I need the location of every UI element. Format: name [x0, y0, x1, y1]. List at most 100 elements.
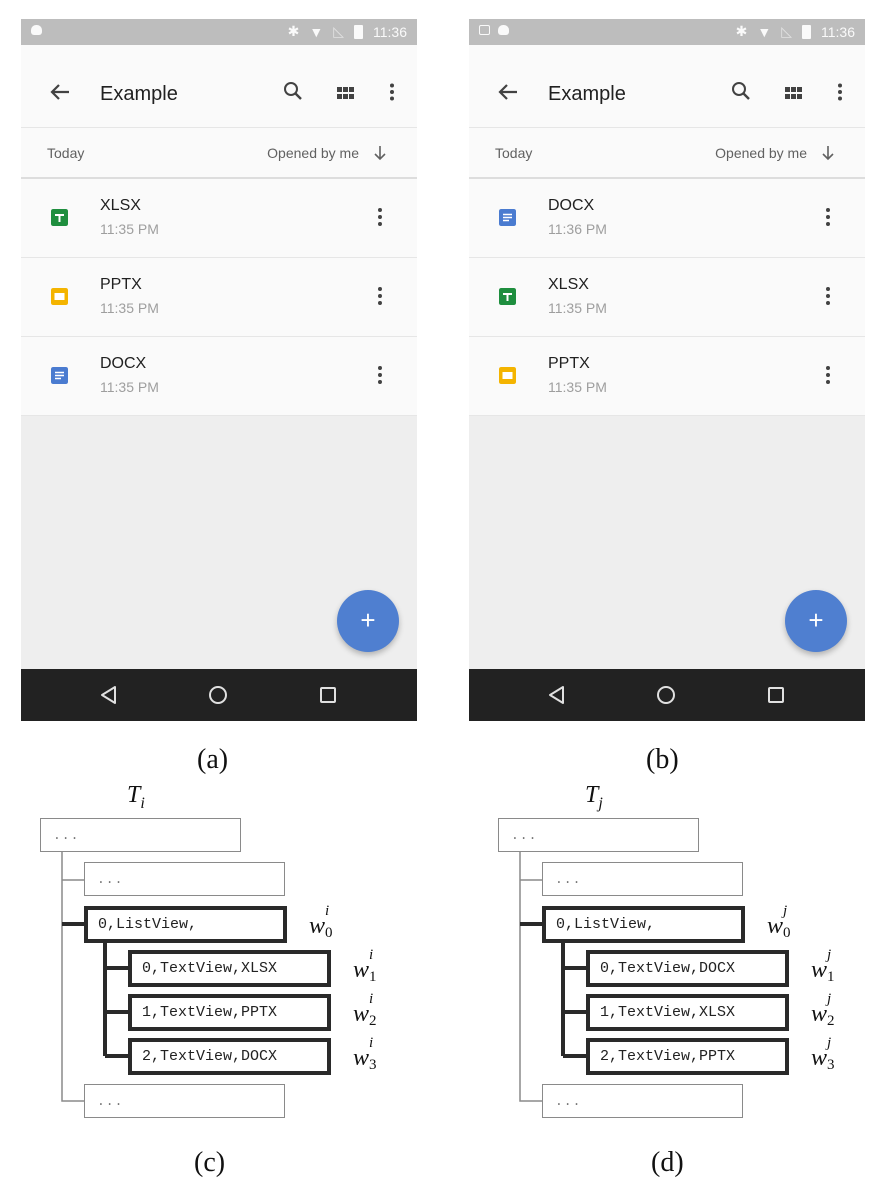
page-title: Example [100, 83, 178, 105]
list-item[interactable]: XLSX 11:35 PM [469, 258, 865, 337]
slides-file-icon [51, 288, 68, 305]
signal-icon: ◺ [333, 23, 344, 39]
sort-order-button[interactable]: Opened by me [267, 145, 359, 161]
file-name: XLSX [100, 197, 141, 214]
status-bar: ✱ ▼ ◺ 11:36 [469, 19, 865, 45]
app-bar: Example [469, 45, 865, 127]
tree-node-sibling: ... [84, 1084, 285, 1118]
row-more-icon[interactable] [377, 207, 383, 227]
file-time: 11:35 PM [100, 379, 159, 395]
file-time: 11:36 PM [548, 221, 607, 237]
sort-order-button[interactable]: Opened by me [715, 145, 807, 161]
tree-node-root: ... [498, 818, 699, 852]
nav-bar [469, 669, 865, 721]
android-notification-icon [31, 25, 42, 35]
tree-node-textview: 0,TextView,XLSX [128, 950, 331, 987]
tree-node-textview: 2,TextView,PPTX [586, 1038, 789, 1075]
phone-screenshot-b: ✱ ▼ ◺ 11:36 Example Today Opened by me D… [469, 19, 865, 721]
tree-node-sibling: ... [84, 862, 285, 896]
search-icon[interactable] [731, 81, 751, 101]
file-name: DOCX [548, 197, 595, 214]
row-more-icon[interactable] [377, 286, 383, 306]
file-time: 11:35 PM [100, 300, 159, 316]
file-name: PPTX [100, 276, 142, 293]
nav-home-icon[interactable] [208, 685, 228, 705]
signal-icon: ◺ [781, 23, 792, 39]
file-time: 11:35 PM [548, 300, 607, 316]
back-arrow-icon[interactable] [49, 81, 71, 103]
more-options-icon[interactable] [837, 83, 843, 101]
add-fab-button[interactable]: + [785, 590, 847, 652]
battery-icon [354, 24, 363, 39]
search-icon[interactable] [283, 81, 303, 101]
row-more-icon[interactable] [825, 207, 831, 227]
file-name: XLSX [548, 276, 589, 293]
status-time: 11:36 [373, 23, 407, 40]
section-label: Today [495, 145, 533, 161]
tree-node-listview: 0,ListView, [84, 906, 287, 943]
file-name: DOCX [100, 355, 147, 372]
caption-b: (b) [646, 744, 679, 775]
page-title: Example [548, 83, 626, 105]
phone-screenshot-a: ✱ ▼ ◺ 11:36 Example Today Opened by me X… [21, 19, 417, 721]
list-item[interactable]: PPTX 11:35 PM [469, 337, 865, 416]
more-options-icon[interactable] [389, 83, 395, 101]
slides-file-icon [499, 367, 516, 384]
nav-back-icon[interactable] [99, 685, 119, 705]
tree-title-c: Ti [127, 782, 145, 812]
battery-icon [802, 24, 811, 39]
row-more-icon[interactable] [825, 286, 831, 306]
nav-recents-icon[interactable] [319, 686, 337, 704]
sort-bar: Today Opened by me [469, 127, 865, 179]
nav-home-icon[interactable] [656, 685, 676, 705]
list-item[interactable]: PPTX 11:35 PM [21, 258, 417, 337]
tree-node-textview: 1,TextView,PPTX [128, 994, 331, 1031]
bluetooth-icon: ✱ [735, 23, 748, 39]
docs-file-icon [499, 209, 516, 226]
caption-c: (c) [194, 1147, 226, 1178]
app-bar: Example [21, 45, 417, 127]
nav-back-icon[interactable] [547, 685, 567, 705]
list-item[interactable]: XLSX 11:35 PM [21, 179, 417, 258]
tree-node-sibling: ... [542, 862, 743, 896]
tree-node-root: ... [40, 818, 241, 852]
caption-d: (d) [651, 1147, 684, 1178]
tree-node-sibling: ... [542, 1084, 743, 1118]
bluetooth-icon: ✱ [287, 23, 300, 39]
sort-arrow-icon[interactable] [821, 145, 835, 161]
sort-arrow-icon[interactable] [373, 145, 387, 161]
status-bar: ✱ ▼ ◺ 11:36 [21, 19, 417, 45]
wifi-icon: ▼ [309, 23, 324, 40]
row-more-icon[interactable] [377, 365, 383, 385]
status-time: 11:36 [821, 23, 855, 40]
grid-view-icon[interactable] [785, 87, 802, 99]
add-fab-button[interactable]: + [337, 590, 399, 652]
tree-node-textview: 2,TextView,DOCX [128, 1038, 331, 1075]
nav-recents-icon[interactable] [767, 686, 785, 704]
file-name: PPTX [548, 355, 590, 372]
back-arrow-icon[interactable] [497, 81, 519, 103]
grid-view-icon[interactable] [337, 87, 354, 99]
file-time: 11:35 PM [548, 379, 607, 395]
list-item[interactable]: DOCX 11:35 PM [21, 337, 417, 416]
section-label: Today [47, 145, 85, 161]
caption-a: (a) [197, 744, 229, 775]
file-time: 11:35 PM [100, 221, 159, 237]
tree-node-listview: 0,ListView, [542, 906, 745, 943]
row-more-icon[interactable] [825, 365, 831, 385]
wifi-icon: ▼ [757, 23, 772, 40]
list-item[interactable]: DOCX 11:36 PM [469, 179, 865, 258]
tree-node-textview: 1,TextView,XLSX [586, 994, 789, 1031]
docs-file-icon [51, 367, 68, 384]
sheets-file-icon [51, 209, 68, 226]
android-notification-icon [498, 25, 509, 35]
tree-node-textview: 0,TextView,DOCX [586, 950, 789, 987]
